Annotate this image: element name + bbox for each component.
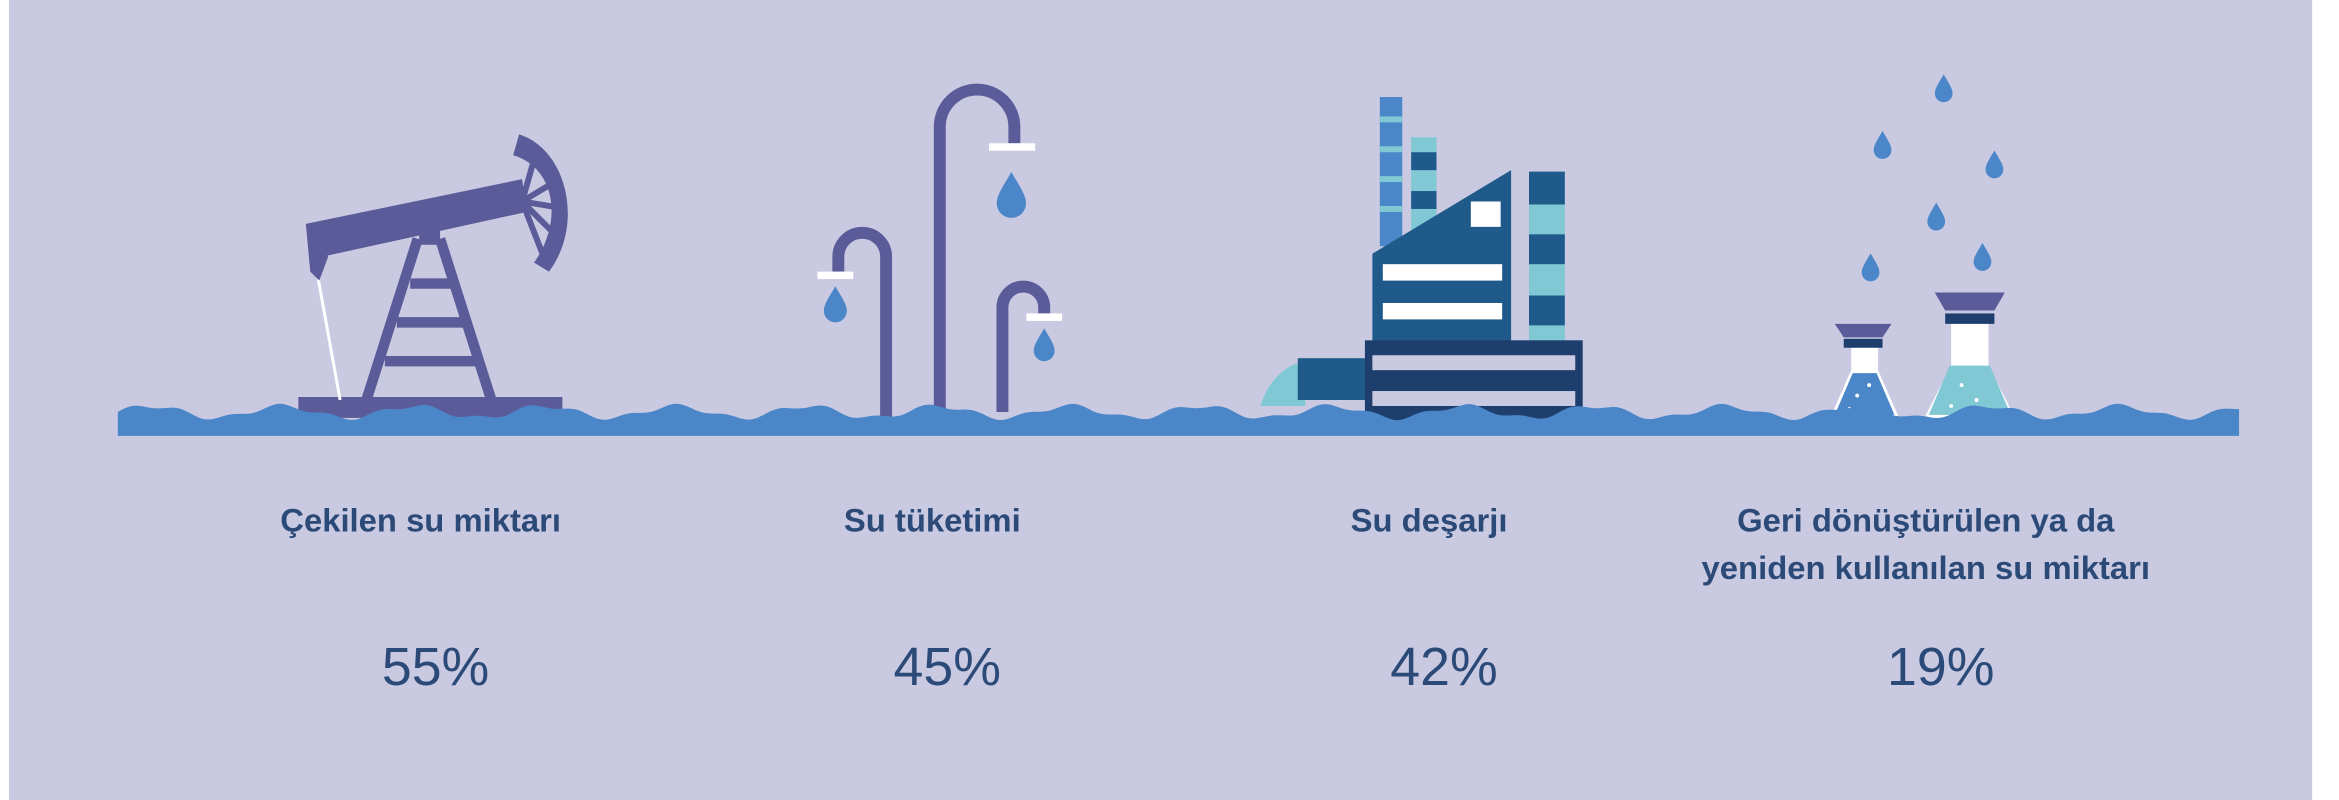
stat-value: 55% xyxy=(382,637,489,697)
page: Çekilen su miktarı 55% Su tüketimi 45% Su de… xyxy=(0,0,2339,800)
infographic: Çekilen su miktarı 55% Su tüketimi 45% Su de… xyxy=(0,0,2339,800)
stat-label: Çekilen su miktarı xyxy=(280,501,561,538)
stat-label: Su deşarjı xyxy=(1351,501,1508,538)
stat-value: 42% xyxy=(1390,637,1497,697)
stat-label: Su tüketimi xyxy=(844,501,1021,538)
stat-label: Geri dönüştürülen ya da xyxy=(1737,501,2115,538)
stat-value: 19% xyxy=(1887,637,1994,697)
stat-label: yeniden kullanılan su miktarı xyxy=(1702,549,2150,586)
stat-value: 45% xyxy=(894,637,1001,697)
